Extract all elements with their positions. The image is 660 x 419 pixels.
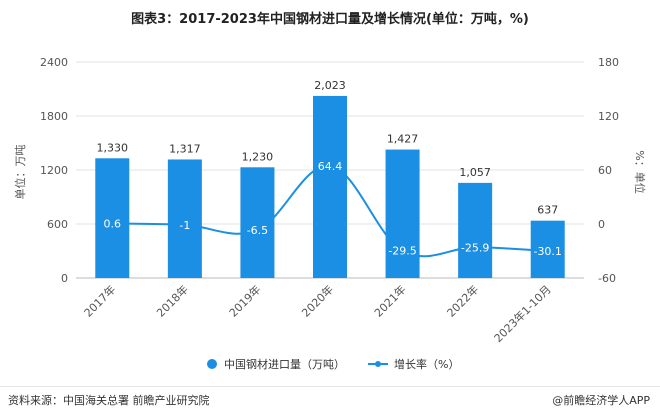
bar	[95, 158, 130, 278]
legend-line-dot	[375, 361, 381, 367]
y-tick-right: 60	[598, 164, 612, 177]
legend-line-label: 增长率（%）	[394, 357, 459, 371]
footer-divider	[0, 386, 660, 387]
bar	[458, 182, 493, 278]
line-point	[544, 248, 551, 255]
y-tick-right: -60	[598, 272, 616, 285]
line-point	[254, 226, 261, 233]
line-value-label: -25.9	[461, 241, 489, 254]
y-tick-left: 0	[61, 272, 68, 285]
x-tick-label: 2017年	[81, 282, 118, 319]
bar-value-label: 1,317	[169, 142, 201, 155]
bar-series	[95, 95, 565, 279]
x-tick-label: 2023年1-10月	[491, 282, 554, 345]
line-value-label: 64.4	[318, 160, 343, 173]
y-tick-left: 1200	[40, 164, 68, 177]
bar	[167, 159, 202, 278]
bar-value-label: 1,427	[387, 133, 419, 146]
line-value-label: 0.6	[104, 217, 122, 230]
line-value-label: -29.5	[388, 245, 416, 258]
y-axis-label-right: %：单位	[633, 150, 647, 193]
line-value-label: -6.5	[247, 224, 268, 237]
line-point	[399, 247, 406, 254]
line-point	[327, 163, 333, 170]
line-point	[109, 220, 116, 227]
chart-title: 图表3：2017-2023年中国钢材进口量及增长情况(单位：万吨，%)	[131, 12, 529, 27]
line-point	[472, 244, 479, 251]
x-tick-label: 2018年	[154, 282, 191, 319]
footer-source: 资料来源：中国海关总署 前瞻产业研究院	[8, 394, 210, 407]
legend: 中国钢材进口量（万吨） 增长率（%）	[207, 357, 459, 371]
y-tick-left: 600	[47, 218, 68, 231]
x-tick-label: 2021年	[371, 282, 408, 319]
y-tick-right: 0	[598, 218, 605, 231]
y-tick-right: 180	[598, 56, 619, 69]
x-tick-label: 2019年	[226, 282, 263, 319]
legend-bar-label: 中国钢材进口量（万吨）	[224, 357, 345, 371]
bar-value-label: 1,330	[97, 141, 129, 154]
y-tick-left: 2400	[40, 56, 68, 69]
footer-brand: @前瞻经济学人APP	[552, 394, 650, 407]
line-value-label: -30.1	[533, 245, 561, 258]
x-tick-label: 2020年	[299, 282, 336, 319]
y-tick-right: 120	[598, 110, 619, 123]
bar-value-label: 2,023	[314, 79, 346, 92]
y-tick-left: 1800	[40, 110, 68, 123]
x-tick-label: 2022年	[444, 282, 481, 319]
bar-value-label: 637	[537, 204, 558, 217]
y-axis-label-left: 单位：万吨	[13, 145, 27, 200]
bar	[385, 149, 420, 278]
data-labels: 1,330 1,317 1,230 2,023 1,427 1,057 637 0.6 -1 -6…	[97, 79, 562, 258]
line-series	[109, 163, 551, 258]
bar-value-label: 1,230	[242, 150, 274, 163]
bar	[313, 95, 347, 279]
legend-bar-marker	[207, 359, 217, 369]
line-value-label: -1	[179, 219, 190, 232]
line-point	[181, 221, 188, 228]
bar-value-label: 1,057	[459, 166, 491, 179]
